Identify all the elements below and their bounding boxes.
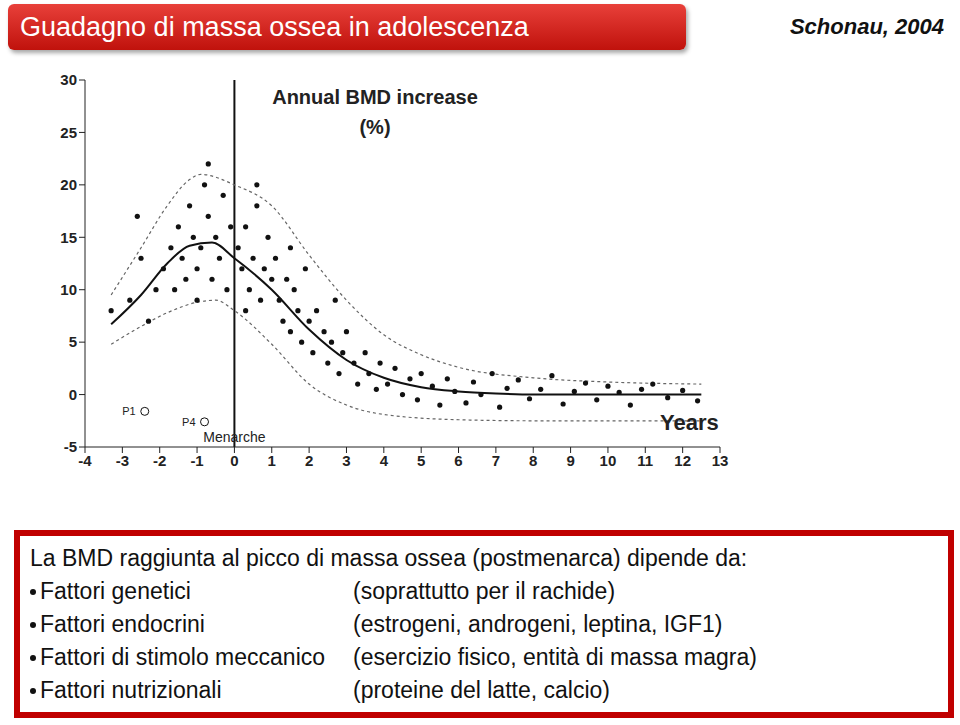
html-text:Years: Years <box>660 410 719 435</box>
svg-text:9: 9 <box>566 452 574 469</box>
svg-text:P1: P1 <box>122 405 135 417</box>
svg-text:6: 6 <box>454 452 462 469</box>
svg-text:12: 12 <box>674 452 691 469</box>
svg-text:3: 3 <box>342 452 350 469</box>
html-text:(proteine del latte, calcio): (proteine del latte, calcio) <box>353 677 610 703</box>
svg-text:10: 10 <box>600 452 617 469</box>
svg-text:0: 0 <box>69 386 77 403</box>
svg-text:0: 0 <box>230 452 238 469</box>
html-text:Fattori endocrini: Fattori endocrini <box>40 611 205 637</box>
html-text:Guadagno di massa ossea in ado: Guadagno di massa ossea in adolescenza <box>20 12 529 42</box>
svg-text:30: 30 <box>60 71 77 88</box>
svg-text:4: 4 <box>380 452 389 469</box>
svg-text:-4: -4 <box>78 452 92 469</box>
svg-text:2: 2 <box>305 452 313 469</box>
svg-text:-3: -3 <box>116 452 129 469</box>
svg-text:10: 10 <box>60 281 77 298</box>
svg-text:25: 25 <box>60 124 77 141</box>
svg-text:Menarche: Menarche <box>203 429 265 445</box>
html-text:Annual BMD increase: Annual BMD increase <box>272 86 478 108</box>
svg-text:-5: -5 <box>64 438 77 455</box>
svg-text:7: 7 <box>492 452 500 469</box>
html-text:Schonau, 2004: Schonau, 2004 <box>789 14 944 39</box>
html-text:Fattori di stimolo meccanico: Fattori di stimolo meccanico <box>40 644 325 670</box>
html-text:La BMD raggiunta al picco di m: La BMD raggiunta al picco di massa ossea… <box>30 545 748 571</box>
svg-text:-1: -1 <box>190 452 203 469</box>
svg-text:8: 8 <box>529 452 537 469</box>
svg-text:-2: -2 <box>153 452 166 469</box>
svg-text:P4: P4 <box>182 416 195 428</box>
svg-text:1: 1 <box>268 452 276 469</box>
svg-text:20: 20 <box>60 176 77 193</box>
svg-text:5: 5 <box>417 452 425 469</box>
html-text:(estrogeni, androgeni, leptina: (estrogeni, androgeni, leptina, IGF1) <box>353 611 723 637</box>
svg-text:15: 15 <box>60 229 77 246</box>
html-text:(esercizio fisico, entità di m: (esercizio fisico, entità di massa magra… <box>353 644 757 670</box>
svg-text:13: 13 <box>712 452 729 469</box>
html-text:Fattori genetici: Fattori genetici <box>40 578 191 604</box>
svg-text:5: 5 <box>69 333 77 350</box>
html-text:Fattori nutrizionali: Fattori nutrizionali <box>40 677 222 703</box>
svg-text:11: 11 <box>637 452 653 469</box>
html-text:(soprattutto per il rachide): (soprattutto per il rachide) <box>353 578 616 604</box>
